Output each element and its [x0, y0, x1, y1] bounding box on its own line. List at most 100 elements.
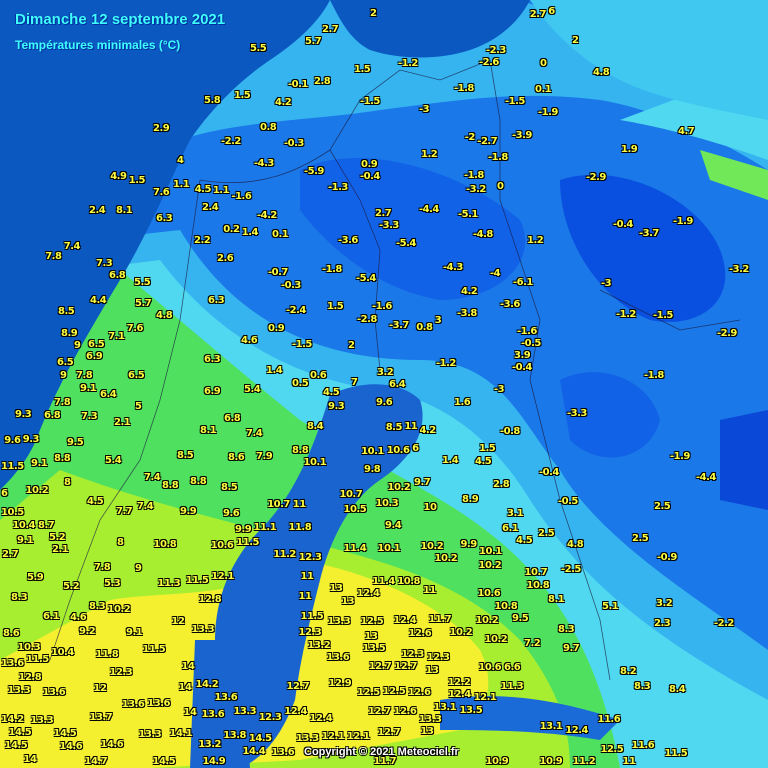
station-temperature: -1.5: [360, 96, 380, 107]
station-temperature: 9.7: [414, 477, 431, 488]
station-temperature: 10.4: [12, 519, 36, 531]
station-temperature: 10.4: [51, 647, 74, 658]
station-temperature: -0.4: [539, 467, 559, 478]
station-temperature: -1.6: [517, 325, 537, 337]
station-temperature: 10.3: [17, 642, 41, 653]
station-temperature: 13.6: [1, 658, 24, 669]
station-temperature: 2.3: [654, 618, 671, 629]
station-temperature: 14.4: [242, 746, 266, 757]
station-temperature: 10.2: [478, 560, 502, 571]
station-temperature: 8.3: [558, 624, 575, 635]
station-temperature: 4.5: [516, 535, 533, 547]
station-temperature: 2.5: [654, 501, 671, 512]
station-temperature: 14.6: [100, 739, 124, 750]
station-temperature: 11.5: [142, 644, 166, 655]
station-temperature: 4.8: [593, 67, 610, 78]
station-temperature: 13.6: [214, 691, 238, 703]
station-temperature: 2: [572, 35, 579, 46]
station-temperature: 9.1: [31, 458, 48, 469]
station-temperature: 13: [341, 596, 355, 607]
station-temperature: 12.5: [357, 687, 380, 698]
station-temperature: -5.9: [304, 166, 324, 177]
station-temperature: 5: [135, 401, 142, 412]
station-temperature: 14.2: [195, 679, 219, 691]
station-temperature: 13.6: [42, 687, 66, 698]
station-temperature: -1.2: [398, 58, 418, 69]
station-temperature: 1.9: [621, 144, 638, 155]
station-temperature: 6.3: [204, 354, 221, 365]
station-temperature: -3.3: [567, 408, 587, 419]
station-temperature: 10.2: [475, 615, 499, 627]
station-temperature: 2.7: [529, 9, 547, 20]
station-temperature: 14.5: [4, 739, 28, 751]
station-temperature: 10.6: [478, 662, 502, 673]
station-temperature: -3.6: [500, 299, 520, 310]
station-temperature: 10.1: [479, 546, 502, 557]
station-temperature: 12.4: [284, 706, 307, 717]
station-temperature: 5.2: [63, 581, 80, 592]
station-temperature: 10.6: [386, 445, 410, 456]
station-temperature: 6.8: [44, 409, 61, 421]
gulf-of-finland: [440, 696, 620, 740]
station-temperature: -0.7: [268, 267, 288, 279]
baltic-sea: [190, 640, 250, 768]
station-temperature: 10.2: [107, 604, 131, 615]
station-temperature: 9.7: [563, 643, 580, 654]
station-temperature: 6.8: [109, 270, 126, 282]
station-temperature: 10.9: [485, 756, 509, 767]
station-temperature: 1.2: [527, 235, 544, 246]
station-temperature: 6.6: [504, 662, 521, 673]
station-temperature: 4.7: [678, 126, 695, 137]
station-temperature: -3.8: [457, 308, 477, 319]
station-temperature: 10.2: [484, 634, 508, 645]
station-temperature: -1.6: [231, 191, 252, 202]
station-temperature: 12.4: [448, 689, 471, 701]
station-temperature: 12: [93, 683, 107, 694]
station-temperature: -1.2: [436, 358, 456, 369]
station-temperature: -3: [494, 384, 505, 395]
station-temperature: -1.8: [464, 170, 484, 181]
station-temperature: 12.3: [109, 667, 133, 678]
station-temperature: 12.3: [401, 649, 424, 660]
station-temperature: 10.6: [210, 540, 234, 551]
station-temperature: -5.4: [356, 273, 376, 284]
station-temperature: 4.2: [275, 97, 292, 108]
station-temperature: 2: [348, 340, 355, 351]
station-temperature: 5.8: [204, 95, 221, 106]
station-temperature: -1.9: [670, 451, 690, 462]
station-temperature: 8.3: [11, 592, 28, 603]
station-temperature: 6: [548, 6, 555, 17]
station-temperature: -1.5: [292, 339, 312, 350]
station-temperature: 8.9: [61, 327, 78, 339]
station-temperature: 2.4: [89, 205, 106, 216]
station-temperature: -5.1: [458, 209, 478, 220]
station-temperature: 12.3: [298, 552, 322, 563]
station-temperature: -0.8: [500, 426, 520, 437]
station-temperature: 12.6: [393, 706, 417, 717]
station-temperature: -3.6: [338, 235, 358, 246]
station-temperature: 2.7: [322, 24, 339, 35]
station-temperature: 5.5: [250, 43, 267, 54]
station-temperature: 13.6: [121, 699, 145, 710]
station-temperature: 6: [412, 443, 419, 454]
station-temperature: 5.4: [105, 455, 122, 466]
station-temperature: -1.8: [322, 264, 342, 275]
station-temperature: 10.1: [377, 543, 401, 554]
station-temperature: 12.7: [368, 661, 392, 672]
station-temperature: 1.5: [234, 90, 251, 101]
map-title: Dimanche 12 septembre 2021: [15, 11, 226, 28]
station-temperature: 9: [74, 340, 81, 352]
station-temperature: 14.5: [248, 733, 272, 744]
station-temperature: 11.1: [253, 522, 277, 533]
station-temperature: 0.8: [416, 322, 433, 333]
station-temperature: 3.9: [514, 350, 531, 362]
station-temperature: 7.8: [94, 562, 111, 573]
station-temperature: 9.1: [126, 627, 143, 638]
station-temperature: 8: [64, 477, 71, 488]
station-temperature: 8.9: [462, 494, 479, 505]
station-temperature: 4.5: [194, 184, 212, 195]
station-temperature: 2.1: [114, 417, 131, 428]
station-temperature: -1.6: [372, 301, 392, 312]
station-temperature: 7.3: [81, 411, 98, 422]
station-temperature: 6.4: [100, 389, 117, 400]
